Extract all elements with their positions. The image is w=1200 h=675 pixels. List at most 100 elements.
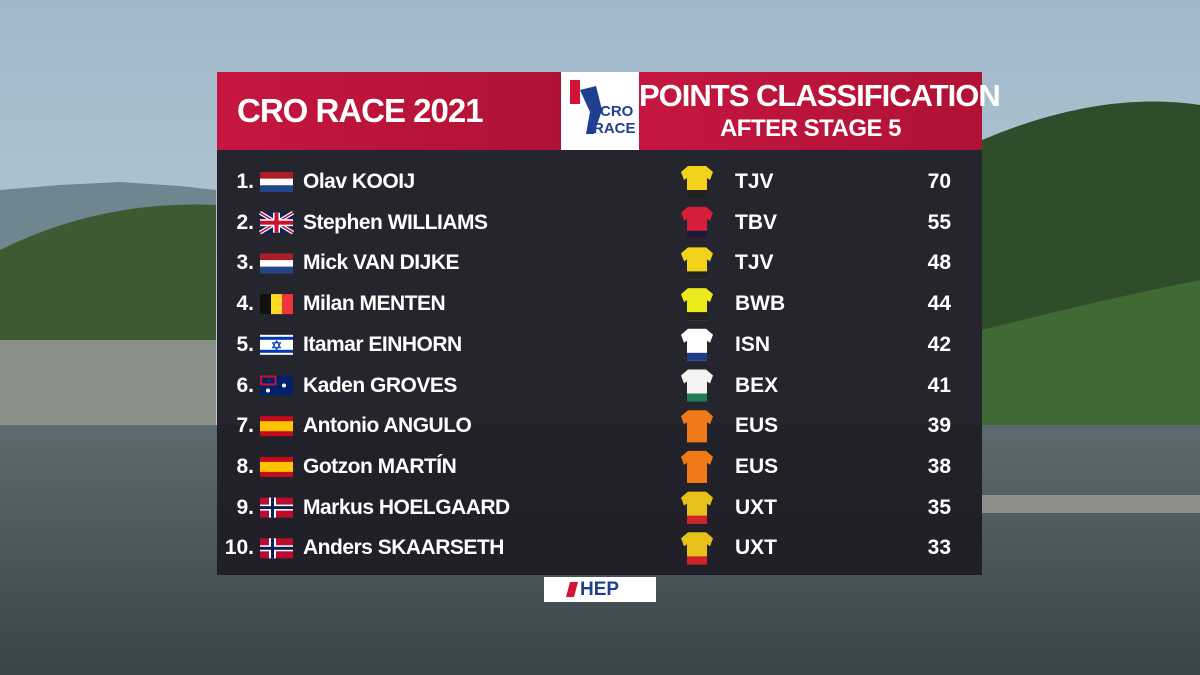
jersey — [687, 515, 707, 524]
flag — [260, 178, 293, 186]
classification-title: POINTS CLASSIFICATION — [639, 78, 1001, 113]
town-left — [0, 340, 216, 425]
jersey — [687, 352, 707, 361]
jersey — [687, 393, 707, 402]
flag — [260, 461, 293, 472]
points: 41 — [927, 373, 951, 397]
flag — [260, 185, 293, 192]
flag — [282, 294, 293, 315]
points: 38 — [927, 454, 951, 478]
last-name: SKAARSETH — [377, 536, 505, 560]
rank: 7. — [236, 414, 254, 438]
header-left — [217, 72, 561, 150]
flag — [271, 339, 282, 351]
jersey — [687, 474, 707, 483]
logo-rider — [580, 86, 602, 134]
points: 44 — [927, 292, 951, 316]
rank: 10. — [224, 536, 254, 560]
logo-text: RACE — [593, 120, 636, 137]
rider-name: Milan MENTEN — [303, 292, 446, 316]
flag — [282, 383, 286, 388]
rank: 6. — [236, 373, 254, 397]
flag — [260, 266, 293, 274]
logo-text: CRO — [600, 103, 634, 120]
team-code: BEX — [735, 373, 779, 397]
rider-name: Anders SKAARSETH — [303, 537, 504, 558]
team-code: ISN — [735, 332, 771, 356]
jersey — [687, 556, 707, 565]
first-name: Mick — [303, 251, 348, 275]
rank: 2. — [236, 210, 254, 234]
flag — [260, 336, 293, 340]
rider-name: Kaden GROVES — [303, 375, 457, 396]
flag — [260, 294, 271, 315]
team-code: UXT — [735, 536, 777, 560]
jersey — [687, 230, 707, 239]
last-name: WILLIAMS — [387, 210, 488, 234]
first-name: Milan — [303, 292, 355, 316]
rider-name: Markus HOELGAARD — [303, 497, 510, 518]
points: 42 — [927, 332, 951, 356]
last-name: MARTÍN — [377, 454, 457, 478]
flag — [271, 294, 282, 315]
header-right — [639, 72, 982, 150]
first-name: Anders — [303, 536, 373, 560]
jersey — [687, 434, 707, 443]
classification-subtitle: AFTER STAGE 5 — [719, 115, 902, 142]
last-name: EINHORN — [368, 332, 462, 356]
rank: 3. — [236, 251, 254, 275]
first-name: Stephen — [303, 210, 383, 234]
last-name: VAN DIJKE — [353, 251, 459, 275]
logo-mark — [570, 80, 580, 104]
team-code: EUS — [735, 454, 779, 478]
rider-name: Stephen WILLIAMS — [303, 212, 488, 233]
first-name: Markus — [303, 495, 374, 519]
team-code: BWB — [735, 292, 786, 316]
rider-name: Gotzon MARTÍN — [303, 454, 457, 478]
flag — [260, 546, 293, 550]
last-name: GROVES — [370, 373, 457, 397]
flag — [260, 260, 293, 267]
flag — [260, 506, 293, 510]
first-name: Kaden — [303, 373, 365, 397]
flag — [266, 388, 270, 393]
last-name: KOOIJ — [351, 170, 415, 193]
flag — [262, 377, 275, 384]
team-code: EUS — [735, 414, 779, 438]
team-code: TJV — [735, 170, 774, 193]
rider-name: Mick VAN DIJKE — [303, 252, 459, 273]
points: 39 — [927, 414, 951, 438]
team-code: UXT — [735, 495, 777, 519]
rider-name: Itamar EINHORN — [303, 334, 462, 355]
jersey — [687, 271, 707, 280]
sponsor-name: HEP — [580, 579, 620, 600]
rank: 4. — [236, 292, 254, 316]
points: 33 — [927, 536, 951, 560]
sponsor-mark — [566, 582, 578, 597]
sponsor-box — [544, 577, 656, 602]
rider-name: Antonio ANGULO — [303, 414, 472, 438]
last-name: HOELGAARD — [378, 495, 510, 519]
table-panel — [217, 150, 982, 575]
flag — [260, 220, 293, 225]
rank: 1. — [236, 170, 254, 193]
points: 55 — [927, 210, 951, 234]
team-code: TJV — [735, 251, 774, 275]
team-code: TBV — [735, 210, 777, 234]
last-name: ANGULO — [383, 414, 472, 438]
shore — [982, 495, 1200, 513]
points: 48 — [927, 251, 951, 275]
flag — [260, 421, 293, 432]
rank: 5. — [236, 332, 254, 356]
first-name: Itamar — [303, 332, 364, 356]
race-title: CRO RACE 2021 — [237, 92, 484, 129]
last-name: MENTEN — [359, 292, 446, 316]
points: 35 — [927, 495, 951, 519]
rider-name: Olav KOOIJ — [303, 171, 415, 192]
first-name: Gotzon — [303, 454, 373, 478]
first-name: Olav — [303, 170, 347, 193]
jersey — [687, 312, 707, 321]
points: 70 — [927, 170, 951, 193]
